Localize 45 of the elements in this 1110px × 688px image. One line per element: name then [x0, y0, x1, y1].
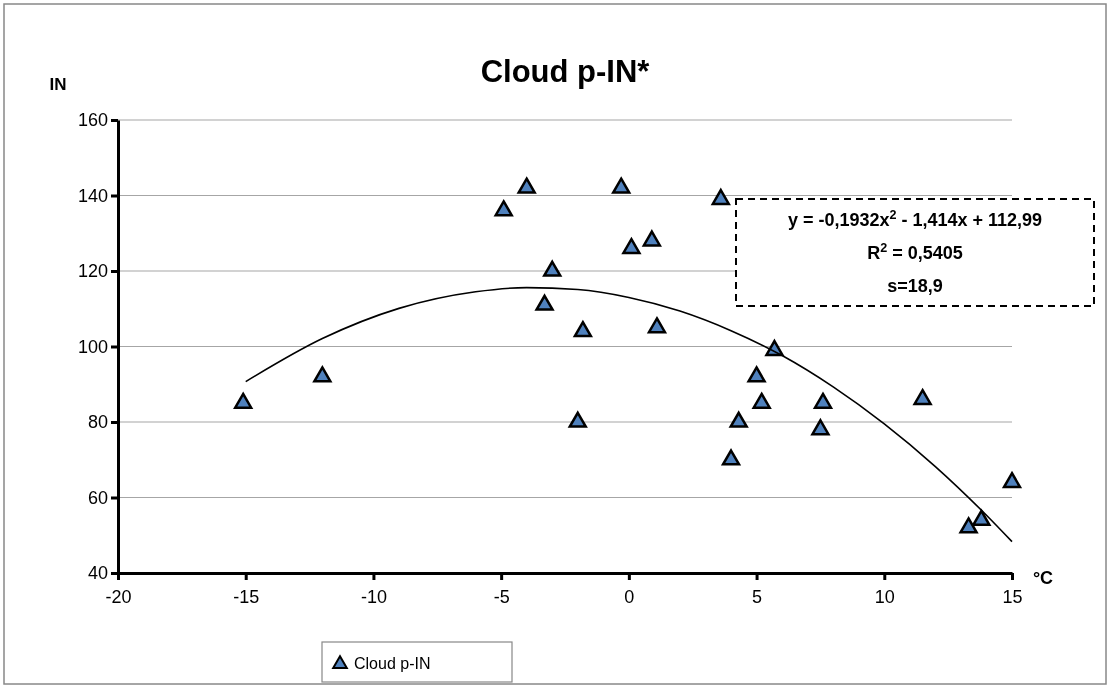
point	[568, 411, 587, 428]
x-tick-label: 5	[752, 586, 763, 607]
x-tick-label: 10	[874, 586, 895, 607]
point	[729, 411, 748, 428]
x-axis-title: °C	[1032, 568, 1054, 588]
x-tick-label: -20	[105, 586, 132, 607]
chart-title: Cloud p-IN*	[480, 54, 651, 89]
point	[642, 230, 662, 247]
annotation: R$^{2}$ = 0,5405	[867, 241, 963, 263]
y-tick-label: 160	[77, 110, 108, 131]
x-tick-label: 15	[1002, 586, 1023, 607]
x-tick-label: -10	[360, 586, 387, 607]
point	[811, 419, 830, 436]
point	[913, 388, 932, 406]
point	[611, 177, 631, 194]
y-tick-label: 80	[87, 412, 108, 433]
annotation: y = -0,1932x$^{2}$ - 1,414x + 112,99	[787, 208, 1043, 230]
point	[233, 392, 253, 409]
point	[647, 317, 667, 334]
point	[1002, 471, 1022, 489]
point	[752, 392, 771, 409]
y-tick-label: 140	[77, 185, 108, 206]
y-tick-label: 100	[77, 336, 108, 357]
y-axis-title: IN	[49, 75, 67, 94]
point	[622, 237, 641, 255]
point	[959, 517, 978, 534]
y-tick-label: 120	[77, 261, 108, 282]
x-tick-label: -5	[493, 586, 510, 607]
y-tick-label: 60	[87, 487, 108, 508]
annotation: s=18,9	[887, 276, 943, 296]
point	[313, 366, 332, 383]
point	[535, 294, 554, 311]
point	[573, 320, 593, 338]
point	[494, 200, 513, 217]
point	[813, 392, 833, 409]
point	[543, 260, 562, 277]
point	[721, 449, 741, 466]
point	[711, 188, 731, 206]
x-tick-label: 0	[624, 586, 635, 607]
legend-label: Cloud p-IN	[354, 655, 431, 672]
point	[517, 177, 536, 194]
y-tick-label: 40	[87, 563, 108, 584]
point	[747, 366, 766, 383]
x-tick-label: -15	[233, 586, 260, 607]
point	[972, 509, 991, 526]
